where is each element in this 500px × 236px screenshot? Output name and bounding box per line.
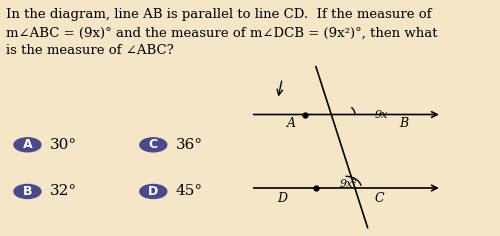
Circle shape [140, 185, 166, 198]
Text: C: C [148, 138, 158, 151]
Circle shape [140, 138, 166, 152]
Text: 32°: 32° [50, 185, 77, 198]
Text: B: B [22, 185, 32, 198]
Text: A: A [22, 138, 32, 151]
Text: B: B [399, 117, 408, 130]
Text: D: D [148, 185, 158, 198]
Text: 9x²: 9x² [340, 179, 357, 190]
Text: 9x: 9x [374, 110, 388, 120]
Text: 30°: 30° [50, 138, 77, 152]
Text: D: D [277, 192, 287, 205]
Text: C: C [374, 192, 384, 205]
Text: A: A [286, 117, 296, 130]
Circle shape [14, 185, 41, 198]
Text: 36°: 36° [176, 138, 203, 152]
Text: 45°: 45° [176, 185, 203, 198]
Circle shape [14, 138, 41, 152]
Text: In the diagram, line AB is parallel to line CD.  If the measure of
m∠ABC = (9x)°: In the diagram, line AB is parallel to l… [6, 8, 438, 57]
